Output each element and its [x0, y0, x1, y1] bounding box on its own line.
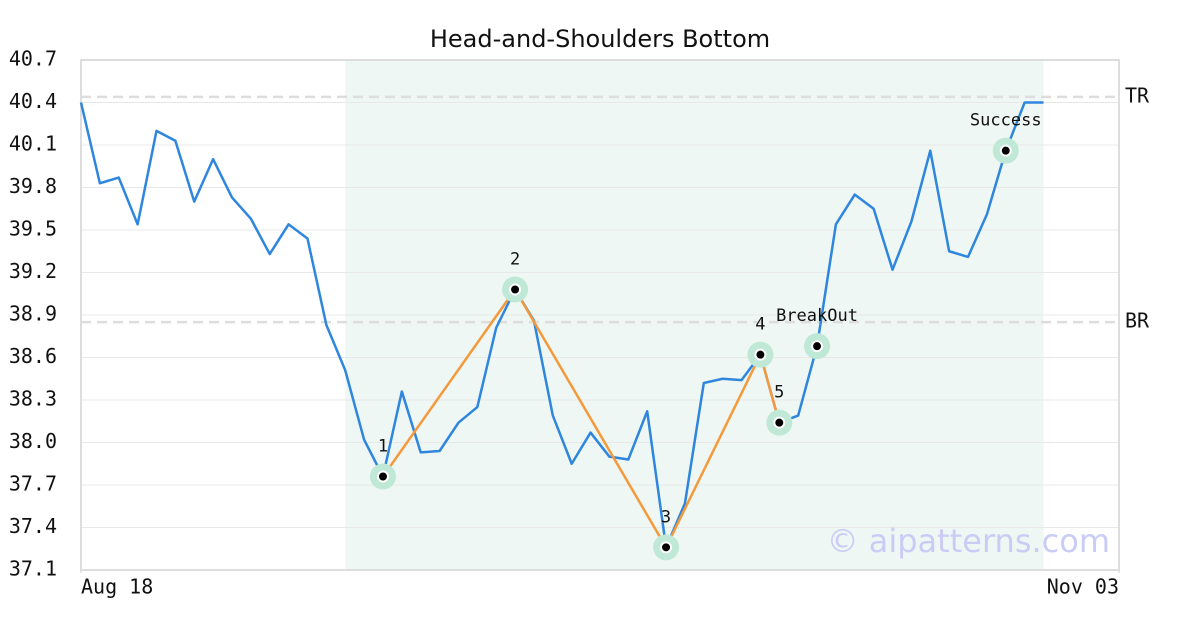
chart-title: Head-and-Shoulders Bottom	[430, 25, 770, 53]
y-tick-label: 39.8	[9, 174, 57, 198]
point-label: Success	[970, 111, 1042, 131]
pattern-point	[509, 283, 522, 296]
y-tick-label: 37.1	[9, 557, 57, 581]
pattern-point	[376, 470, 389, 483]
y-tick-label: 40.1	[9, 132, 57, 156]
point-label: 5	[774, 383, 784, 403]
reference-label: TR	[1125, 83, 1150, 107]
point-label: 3	[661, 507, 671, 527]
plot-frame	[80, 59, 1120, 571]
y-tick-label: 39.5	[9, 217, 57, 241]
x-tick-label: Nov 03	[1047, 575, 1119, 599]
x-tick-label: Aug 18	[81, 575, 153, 599]
y-tick-label: 39.2	[9, 259, 57, 283]
pattern-point	[660, 541, 673, 554]
point-label: 1	[378, 437, 388, 457]
pattern-point	[773, 416, 786, 429]
pattern-point	[754, 348, 767, 361]
pattern-point	[811, 340, 824, 353]
reference-label: BR	[1125, 309, 1150, 333]
y-tick-label: 38.9	[9, 302, 57, 326]
y-tick-label: 38.6	[9, 344, 57, 368]
y-tick-label: 40.4	[9, 89, 57, 113]
price-line	[79, 101, 1044, 549]
y-tick-label: 37.4	[9, 514, 57, 538]
y-tick-label: 38.0	[9, 429, 57, 453]
watermark: © aipatterns.com	[827, 522, 1110, 560]
y-tick-label: 40.7	[9, 47, 57, 71]
pattern-point	[999, 144, 1012, 157]
point-label: 4	[755, 315, 765, 335]
y-tick-label: 38.3	[9, 387, 57, 411]
point-label: 2	[510, 250, 520, 270]
point-label: BreakOut	[776, 306, 858, 326]
y-tick-label: 37.7	[9, 472, 57, 496]
